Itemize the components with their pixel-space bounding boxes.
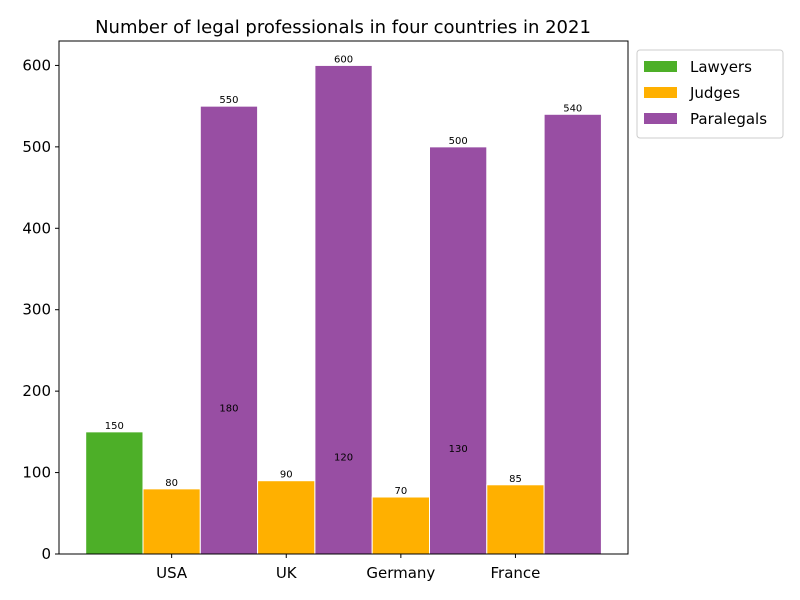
plot-area: 150 80 550 180 90 600 120 70 500 130 85 540: [58, 40, 629, 555]
bar-paralegals-uk: [314, 64, 373, 555]
y-tick-label: 0: [41, 545, 51, 563]
data-label-lawyers-uk: 180: [219, 403, 238, 414]
data-label-paralegals-usa: 550: [219, 95, 238, 106]
y-tick-label: 200: [22, 382, 51, 400]
bar-paralegals-usa: [199, 105, 259, 555]
x-tick-label-germany: Germany: [366, 564, 435, 582]
data-label-judges-uk: 90: [280, 470, 293, 481]
bar-paralegals-france: [543, 113, 602, 555]
legend-swatch-judges: [644, 87, 677, 98]
legend-label-lawyers: Lawyers: [690, 58, 752, 76]
x-tick-label-france: France: [491, 564, 541, 582]
bar-judges-germany: [371, 496, 431, 555]
data-label-paralegals-uk: 600: [334, 54, 353, 65]
y-tick-label: 600: [22, 56, 51, 74]
y-axis: 0 100 200 300 400 500 600: [22, 56, 59, 563]
data-label-judges-germany: 70: [394, 486, 407, 497]
bar-judges-usa: [142, 488, 201, 555]
x-tick-label-uk: UK: [276, 564, 298, 582]
bar-judges-uk: [257, 480, 316, 555]
y-tick-label: 400: [22, 219, 51, 237]
legend-swatch-paralegals: [644, 113, 677, 124]
data-label-judges-france: 85: [509, 474, 522, 485]
y-tick-label: 300: [22, 301, 51, 319]
data-label-lawyers-usa: 150: [105, 421, 124, 432]
y-tick-label: 100: [22, 464, 51, 482]
data-label-paralegals-france: 540: [563, 103, 582, 114]
legend-label-judges: Judges: [689, 84, 740, 102]
legend: Lawyers Judges Paralegals: [636, 49, 784, 139]
legend-swatch-lawyers: [644, 61, 677, 72]
legend-label-paralegals: Paralegals: [690, 110, 767, 128]
bar-paralegals-germany: [429, 146, 488, 555]
x-tick-label-usa: USA: [156, 564, 188, 582]
data-label-judges-usa: 80: [165, 478, 178, 489]
data-label-lawyers-france: 130: [449, 444, 468, 455]
x-axis: USA UK Germany France: [156, 554, 540, 582]
bar-judges-france: [486, 484, 545, 555]
y-tick-label: 500: [22, 138, 51, 156]
plot-frame: [58, 40, 629, 555]
bar-lawyers-usa: [85, 431, 144, 555]
chart-title: Number of legal professionals in four co…: [95, 17, 591, 38]
data-label-lawyers-germany: 120: [334, 452, 353, 463]
data-label-paralegals-germany: 500: [449, 136, 468, 147]
